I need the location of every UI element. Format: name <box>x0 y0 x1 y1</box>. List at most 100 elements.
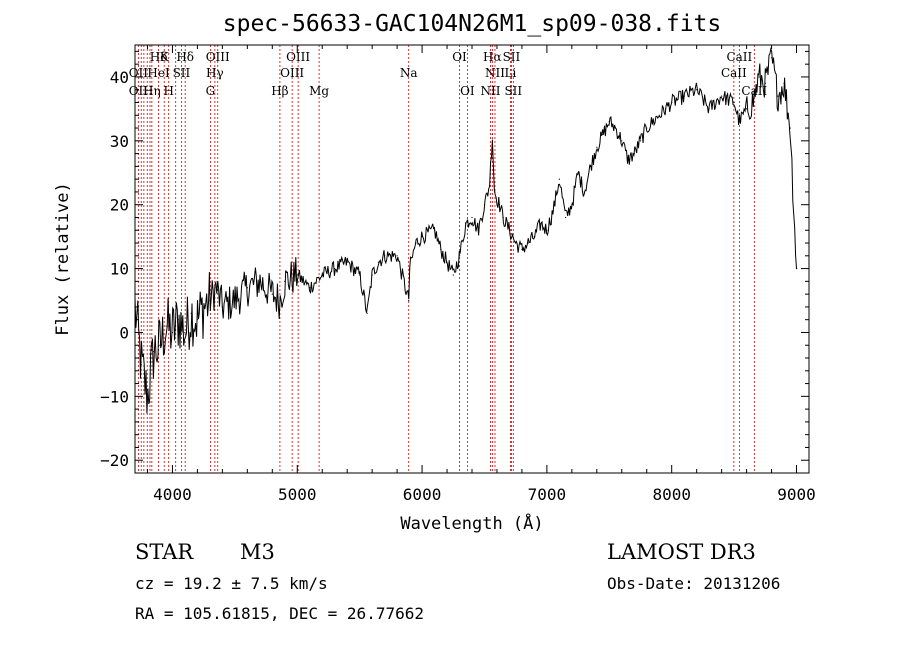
object-class: STAR <box>135 540 194 564</box>
flux-data-point <box>190 312 192 314</box>
flux-series-layer <box>134 46 798 414</box>
flux-data-point <box>153 351 155 353</box>
flux-data-point <box>621 140 623 142</box>
line-label: OIII <box>280 66 304 80</box>
line-label: Hβ <box>271 84 288 98</box>
line-label: Hδ <box>150 50 168 64</box>
flux-data-point <box>764 82 766 84</box>
flux-data-point <box>515 242 517 244</box>
flux-data-point <box>471 216 473 219</box>
flux-data-point <box>366 312 368 314</box>
flux-data-point <box>309 287 311 289</box>
flux-data-point <box>558 178 560 180</box>
emission-line-markers <box>137 45 755 473</box>
flux-data-point <box>246 287 248 289</box>
line-label: Mg <box>309 84 329 98</box>
x-tick-label: 5000 <box>278 485 317 504</box>
flux-data-point <box>140 363 142 366</box>
y-tick-label: −10 <box>100 387 129 406</box>
flux-data-point <box>589 165 592 167</box>
line-label: OI <box>460 84 475 98</box>
flux-data-point <box>508 229 511 231</box>
flux-data-point <box>488 184 491 187</box>
flux-data-point <box>221 306 223 308</box>
flux-data-point <box>658 114 660 116</box>
flux-data-point <box>521 248 523 251</box>
y-tick-label: 10 <box>110 260 129 279</box>
survey-name: LAMOST DR3 <box>607 540 756 564</box>
flux-data-point <box>683 95 685 97</box>
flux-data-point <box>234 299 236 302</box>
flux-data-point <box>795 267 798 270</box>
line-label: Hδ <box>176 50 194 64</box>
y-tick-label: 20 <box>110 196 129 215</box>
flux-data-point <box>284 280 286 282</box>
flux-data-point <box>334 267 336 270</box>
line-label: K <box>160 50 170 64</box>
flux-data-point <box>733 101 735 104</box>
flux-data-point <box>178 319 180 321</box>
flux-data-point <box>196 319 199 321</box>
flux-data-point <box>646 127 648 129</box>
flux-data-point <box>752 101 754 104</box>
flux-data-point <box>696 89 698 91</box>
flux-data-point <box>502 216 504 219</box>
flux-data-point <box>789 127 791 129</box>
line-label: OI <box>452 50 467 64</box>
flux-data-point <box>465 223 467 225</box>
line-label: Na <box>400 66 418 80</box>
object-subclass: M3 <box>240 540 275 564</box>
flux-data-point <box>483 204 486 206</box>
flux-data-point <box>159 344 161 346</box>
flux-data-point <box>738 121 740 123</box>
line-label: SII <box>504 84 522 98</box>
flux-data-point <box>533 236 536 238</box>
flux-data-point <box>396 255 398 257</box>
line-label: SII <box>503 50 521 64</box>
flux-data-point <box>259 280 261 282</box>
flux-data-point <box>215 287 217 289</box>
flux-data-point <box>408 299 410 302</box>
flux-data-point <box>271 293 273 295</box>
flux-data-point <box>171 331 174 334</box>
line-label: NII <box>485 66 505 80</box>
flux-data-point <box>602 133 604 136</box>
flux-data-point <box>408 267 411 270</box>
flux-data-point <box>296 274 298 276</box>
flux-data-point <box>452 274 454 276</box>
line-label: OIII <box>206 50 230 64</box>
flux-data-point <box>671 101 673 104</box>
flux-data-point <box>540 223 542 225</box>
flux-data-point <box>165 325 167 327</box>
x-axis-ticks: 4000 5000 6000 7000 8000 9000 <box>146 45 816 504</box>
flux-data-point <box>571 204 573 206</box>
y-tick-label: 30 <box>110 132 129 151</box>
x-tick-label: 6000 <box>403 485 442 504</box>
flux-data-point <box>146 395 149 397</box>
flux-data-point <box>346 261 348 263</box>
flux-data-point <box>745 108 748 110</box>
flux-data-point <box>433 229 436 231</box>
flux-data-point <box>777 95 779 97</box>
x-tick-label: 8000 <box>652 485 691 504</box>
flux-data-point <box>652 121 654 123</box>
flux-data-point <box>421 236 423 238</box>
flux-data-point <box>527 242 529 244</box>
flux-data-point <box>546 229 548 231</box>
flux-data-point <box>415 242 417 244</box>
y-tick-label: 40 <box>110 68 129 87</box>
flux-data-point <box>359 274 361 276</box>
y-tick-label: 0 <box>119 323 129 342</box>
line-label: H <box>163 84 173 98</box>
y-tick-label: −20 <box>100 451 129 470</box>
flux-data-point <box>596 146 598 148</box>
line-label: Hη <box>143 84 161 98</box>
line-label: OIII <box>286 50 310 64</box>
flux-data-point <box>279 299 281 302</box>
flux-data-point <box>446 261 448 263</box>
line-label: CaII <box>726 50 752 64</box>
line-label: Hγ <box>206 66 224 80</box>
flux-data-point <box>458 255 461 257</box>
coordinates: RA = 105.61815, DEC = 26.77662 <box>135 604 424 623</box>
flux-data-point <box>758 76 760 78</box>
